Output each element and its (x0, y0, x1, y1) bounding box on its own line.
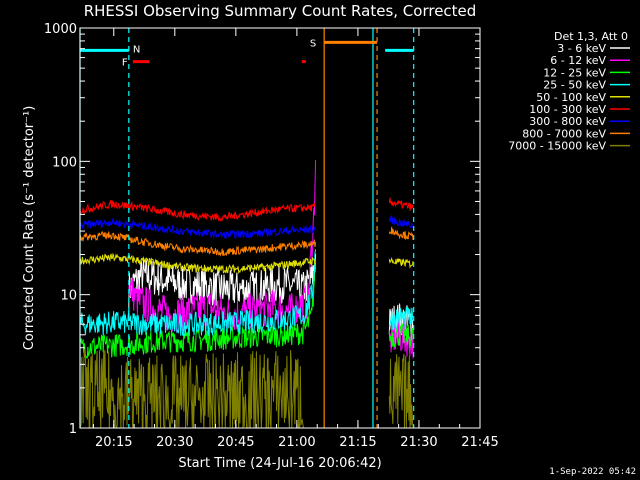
x-tick-label: 20:15 (95, 435, 132, 450)
series-line (79, 349, 304, 429)
series-line (79, 259, 317, 360)
series-line (388, 226, 414, 241)
flag-label: F (122, 58, 128, 69)
y-tick-label: 1 (69, 422, 77, 437)
axes: 20:15 20:30 20:45 21:00 21:15 21:30 21:45 1 10 10… (44, 22, 499, 450)
legend-label: 100 - 300 keV (529, 103, 606, 116)
legend-header: Det 1,3, Att 0 (554, 30, 628, 43)
series-line (388, 215, 414, 229)
legend-label: 300 - 800 keV (529, 115, 606, 128)
series-line (388, 353, 414, 429)
legend-label: 12 - 25 keV (543, 66, 606, 79)
series-line (388, 197, 414, 211)
legend-label: 7000 - 15000 keV (508, 140, 606, 153)
legend-label: 25 - 50 keV (543, 79, 606, 92)
x-tick-label: 21:00 (278, 435, 315, 450)
series-line (79, 249, 317, 337)
legend-label: 3 - 6 keV (557, 42, 606, 55)
series-line (388, 306, 414, 331)
series-line (79, 231, 317, 257)
x-tick-label: 20:30 (156, 435, 193, 450)
x-tick-label: 21:45 (461, 435, 498, 450)
footer-timestamp: 1-Sep-2022 05:42 (549, 467, 636, 477)
legend-label: 800 - 7000 keV (522, 127, 606, 140)
x-tick-label: 20:45 (217, 435, 254, 450)
x-axis-label: Start Time (24-Jul-16 20:06:42) (178, 456, 381, 471)
series-line (79, 199, 316, 222)
plot-frame (79, 27, 481, 429)
flag-label: N (133, 45, 140, 56)
series-line (388, 323, 414, 348)
series-line (79, 252, 317, 275)
series-line (388, 317, 414, 359)
y-tick-label: 10 (60, 289, 77, 304)
y-axis-label: Corrected Count Rate (s⁻¹ detector⁻¹) (22, 106, 37, 351)
series-line (79, 218, 317, 240)
plot-area: NF S (79, 28, 415, 429)
flag-label: S (310, 38, 316, 49)
y-tick-label: 100 (52, 155, 77, 170)
series-line (388, 256, 414, 269)
legend-label: 6 - 12 keV (550, 54, 606, 67)
y-tick-label: 1000 (44, 22, 77, 37)
x-tick-label: 21:15 (339, 435, 376, 450)
chart-title: RHESSI Observing Summary Count Rates, Co… (84, 2, 477, 20)
series-line (128, 253, 317, 308)
x-tick-label: 21:30 (400, 435, 437, 450)
legend-label: 50 - 100 keV (536, 91, 606, 104)
